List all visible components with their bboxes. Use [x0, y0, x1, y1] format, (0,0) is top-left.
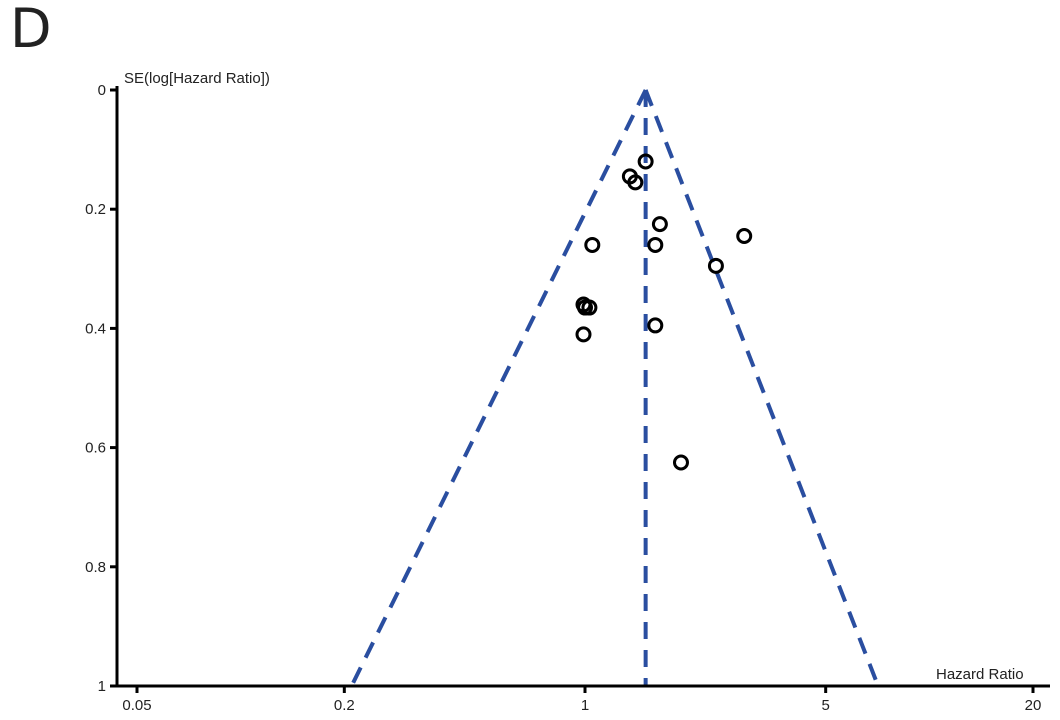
data-point — [651, 216, 668, 233]
y-tick-label: 0.6 — [85, 440, 106, 457]
funnel-lines — [349, 89, 880, 687]
y-tick-label: 0.2 — [85, 201, 106, 218]
x-tick-label: 0.2 — [334, 697, 355, 714]
x-axis-ticks: 0.05 0.2 1 5 20 — [122, 686, 1041, 714]
data-point — [707, 257, 724, 274]
x-tick-label: 0.05 — [122, 697, 151, 714]
data-point — [581, 299, 598, 316]
y-axis-ticks: 0 0.2 0.4 0.6 0.8 1 — [85, 82, 117, 695]
panel-label: D — [10, 0, 52, 60]
funnel-left-limit — [349, 89, 648, 687]
x-tick-label: 5 — [822, 697, 830, 714]
x-tick-label: 1 — [581, 697, 589, 714]
data-point — [627, 174, 644, 191]
axes — [115, 86, 1050, 688]
data-point — [647, 236, 664, 253]
y-tick-label: 0 — [98, 82, 106, 99]
funnel-right-limit — [643, 89, 880, 687]
x-axis-title: Hazard Ratio — [936, 666, 1024, 683]
y-tick-label: 1 — [98, 678, 106, 695]
y-tick-label: 0.4 — [85, 320, 106, 337]
data-point — [736, 228, 753, 245]
data-point — [575, 326, 592, 343]
data-points — [575, 153, 753, 471]
x-tick-label: 20 — [1025, 697, 1042, 714]
data-point — [637, 153, 654, 170]
data-point — [647, 317, 664, 334]
data-point — [584, 236, 601, 253]
y-axis-title: SE(log[Hazard Ratio]) — [124, 70, 270, 87]
y-tick-label: 0.8 — [85, 559, 106, 576]
data-point — [672, 454, 689, 471]
